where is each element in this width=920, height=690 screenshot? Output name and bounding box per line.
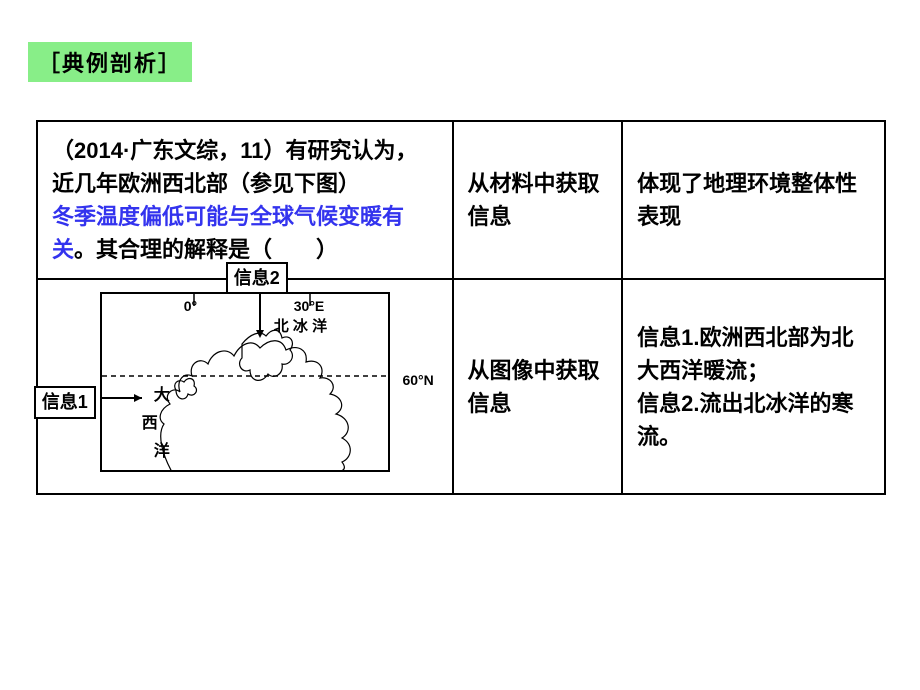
atlantic-label-2: 西	[142, 412, 158, 436]
info1-label: 信息1	[34, 386, 96, 419]
map-cell: 信息2 信息1	[37, 279, 453, 494]
latitude-60-label: 60°N	[402, 370, 433, 391]
conclusion-cell: 信息1.欧洲西北部为北大西洋暖流； 信息2.流出北冰洋的寒流。	[622, 279, 885, 494]
info2-label: 信息2	[226, 262, 288, 295]
source-text: 从材料中获取信息	[468, 171, 600, 229]
conclusion-text: 体现了地理环境整体性表现	[637, 171, 857, 229]
question-prefix: （2014·广东文综，11）有研究认为，近几年欧洲西北部（参见下图）	[52, 138, 418, 196]
analysis-table: （2014·广东文综，11）有研究认为，近几年欧洲西北部（参见下图） 冬季温度偏…	[36, 120, 886, 495]
map-box: 0° 30°E 北 冰 洋 大 西 洋	[100, 292, 390, 472]
table-row: （2014·广东文综，11）有研究认为，近几年欧洲西北部（参见下图） 冬季温度偏…	[37, 121, 885, 279]
info1-conclusion: 信息1.欧洲西北部为北大西洋暖流；	[637, 325, 853, 383]
europe-map-svg	[102, 294, 390, 472]
longitude-30-label: 30°E	[294, 296, 325, 317]
conclusion-cell: 体现了地理环境整体性表现	[622, 121, 885, 279]
atlantic-label-1: 大	[154, 384, 170, 408]
arctic-ocean-label: 北 冰 洋	[274, 316, 327, 339]
source-cell: 从图像中获取信息	[453, 279, 623, 494]
atlantic-label-3: 洋	[154, 440, 170, 464]
source-cell: 从材料中获取信息	[453, 121, 623, 279]
map-wrapper: 信息2 信息1	[100, 292, 390, 472]
section-header-badge: ［典例剖析］	[28, 42, 192, 82]
question-suffix: 。其合理的解释是（ ）	[74, 237, 338, 262]
source-text: 从图像中获取信息	[468, 358, 600, 416]
question-cell: （2014·广东文综，11）有研究认为，近几年欧洲西北部（参见下图） 冬季温度偏…	[37, 121, 453, 279]
longitude-0-label: 0°	[184, 296, 197, 317]
table-row: 信息2 信息1	[37, 279, 885, 494]
info2-conclusion: 信息2.流出北冰洋的寒流。	[637, 391, 853, 449]
